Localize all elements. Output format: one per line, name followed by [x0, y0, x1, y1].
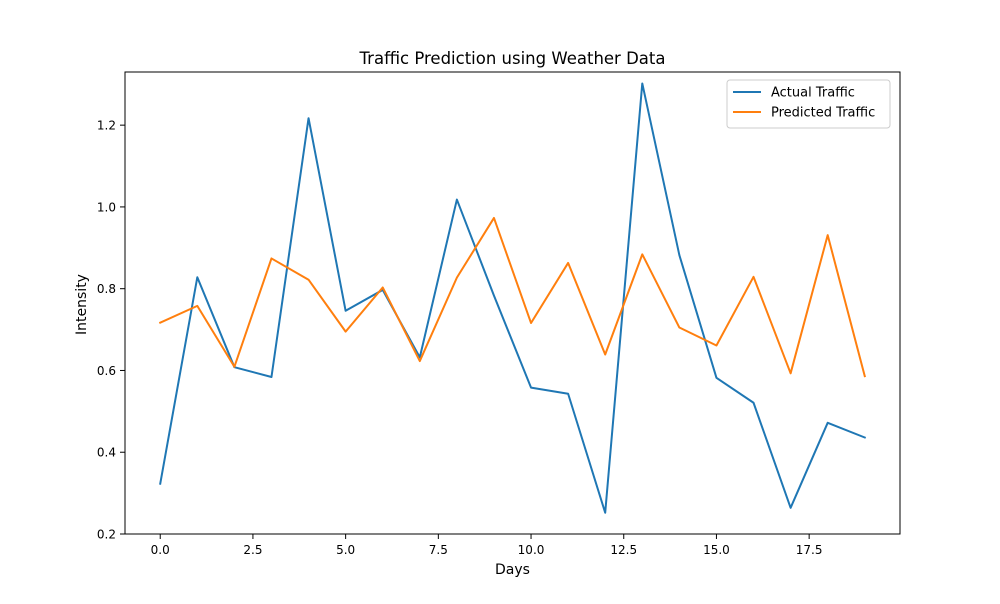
- y-axis-label: Intensity: [74, 274, 90, 335]
- plot-area: [158, 82, 867, 514]
- axes-frame: [124, 71, 901, 535]
- series-line-1: [159, 82, 867, 514]
- x-tick-label: 5.0: [336, 543, 355, 557]
- y-tick-label: 1.2: [97, 119, 116, 133]
- x-tick-label: 7.5: [429, 543, 448, 557]
- x-tick-label: 12.5: [610, 543, 637, 557]
- x-axis-label: Days: [495, 562, 530, 578]
- y-tick-label: 0.4: [97, 446, 116, 460]
- axes: 0.0 2.5 5.0 7.5 10.0 12.5 15.0 17.5 0.2 0.4 0.6 0.8…: [97, 71, 901, 557]
- legend-label-1: Actual Traffic: [771, 86, 855, 101]
- chart-title: Traffic Prediction using Weather Data: [359, 49, 666, 68]
- y-tick-label: 0.8: [97, 282, 116, 296]
- x-tick-label: 0.0: [151, 543, 170, 557]
- y-tick-label: 0.6: [97, 364, 116, 378]
- legend-label-2: Predicted Traffic: [771, 106, 875, 121]
- x-tick-label: 10.0: [518, 543, 545, 557]
- y-tick-label: 0.2: [97, 528, 116, 542]
- x-tick-label: 15.0: [703, 543, 730, 557]
- series-line-2: [158, 216, 866, 378]
- legend: Actual Traffic Predicted Traffic: [726, 79, 891, 129]
- y-tick-label: 1.0: [97, 200, 116, 214]
- x-tick-label: 17.5: [796, 543, 823, 557]
- x-tick-label: 2.5: [243, 543, 262, 557]
- legend-box: [726, 79, 891, 129]
